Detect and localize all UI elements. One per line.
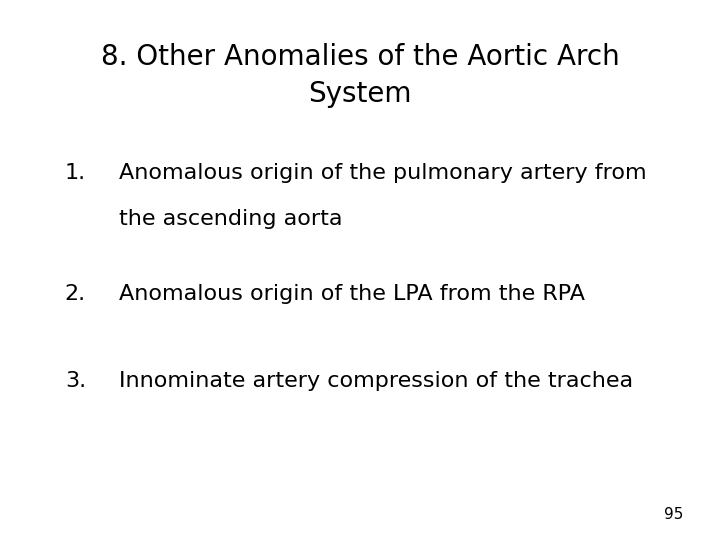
Text: 95: 95 (664, 507, 683, 522)
Text: 1.: 1. (65, 163, 86, 183)
Text: System: System (308, 80, 412, 109)
Text: Anomalous origin of the pulmonary artery from: Anomalous origin of the pulmonary artery… (119, 163, 647, 183)
Text: Anomalous origin of the LPA from the RPA: Anomalous origin of the LPA from the RPA (119, 284, 585, 305)
Text: 8. Other Anomalies of the Aortic Arch: 8. Other Anomalies of the Aortic Arch (101, 43, 619, 71)
Text: 3.: 3. (65, 370, 86, 391)
Text: the ascending aorta: the ascending aorta (119, 208, 342, 229)
Text: 2.: 2. (65, 284, 86, 305)
Text: Innominate artery compression of the trachea: Innominate artery compression of the tra… (119, 370, 633, 391)
